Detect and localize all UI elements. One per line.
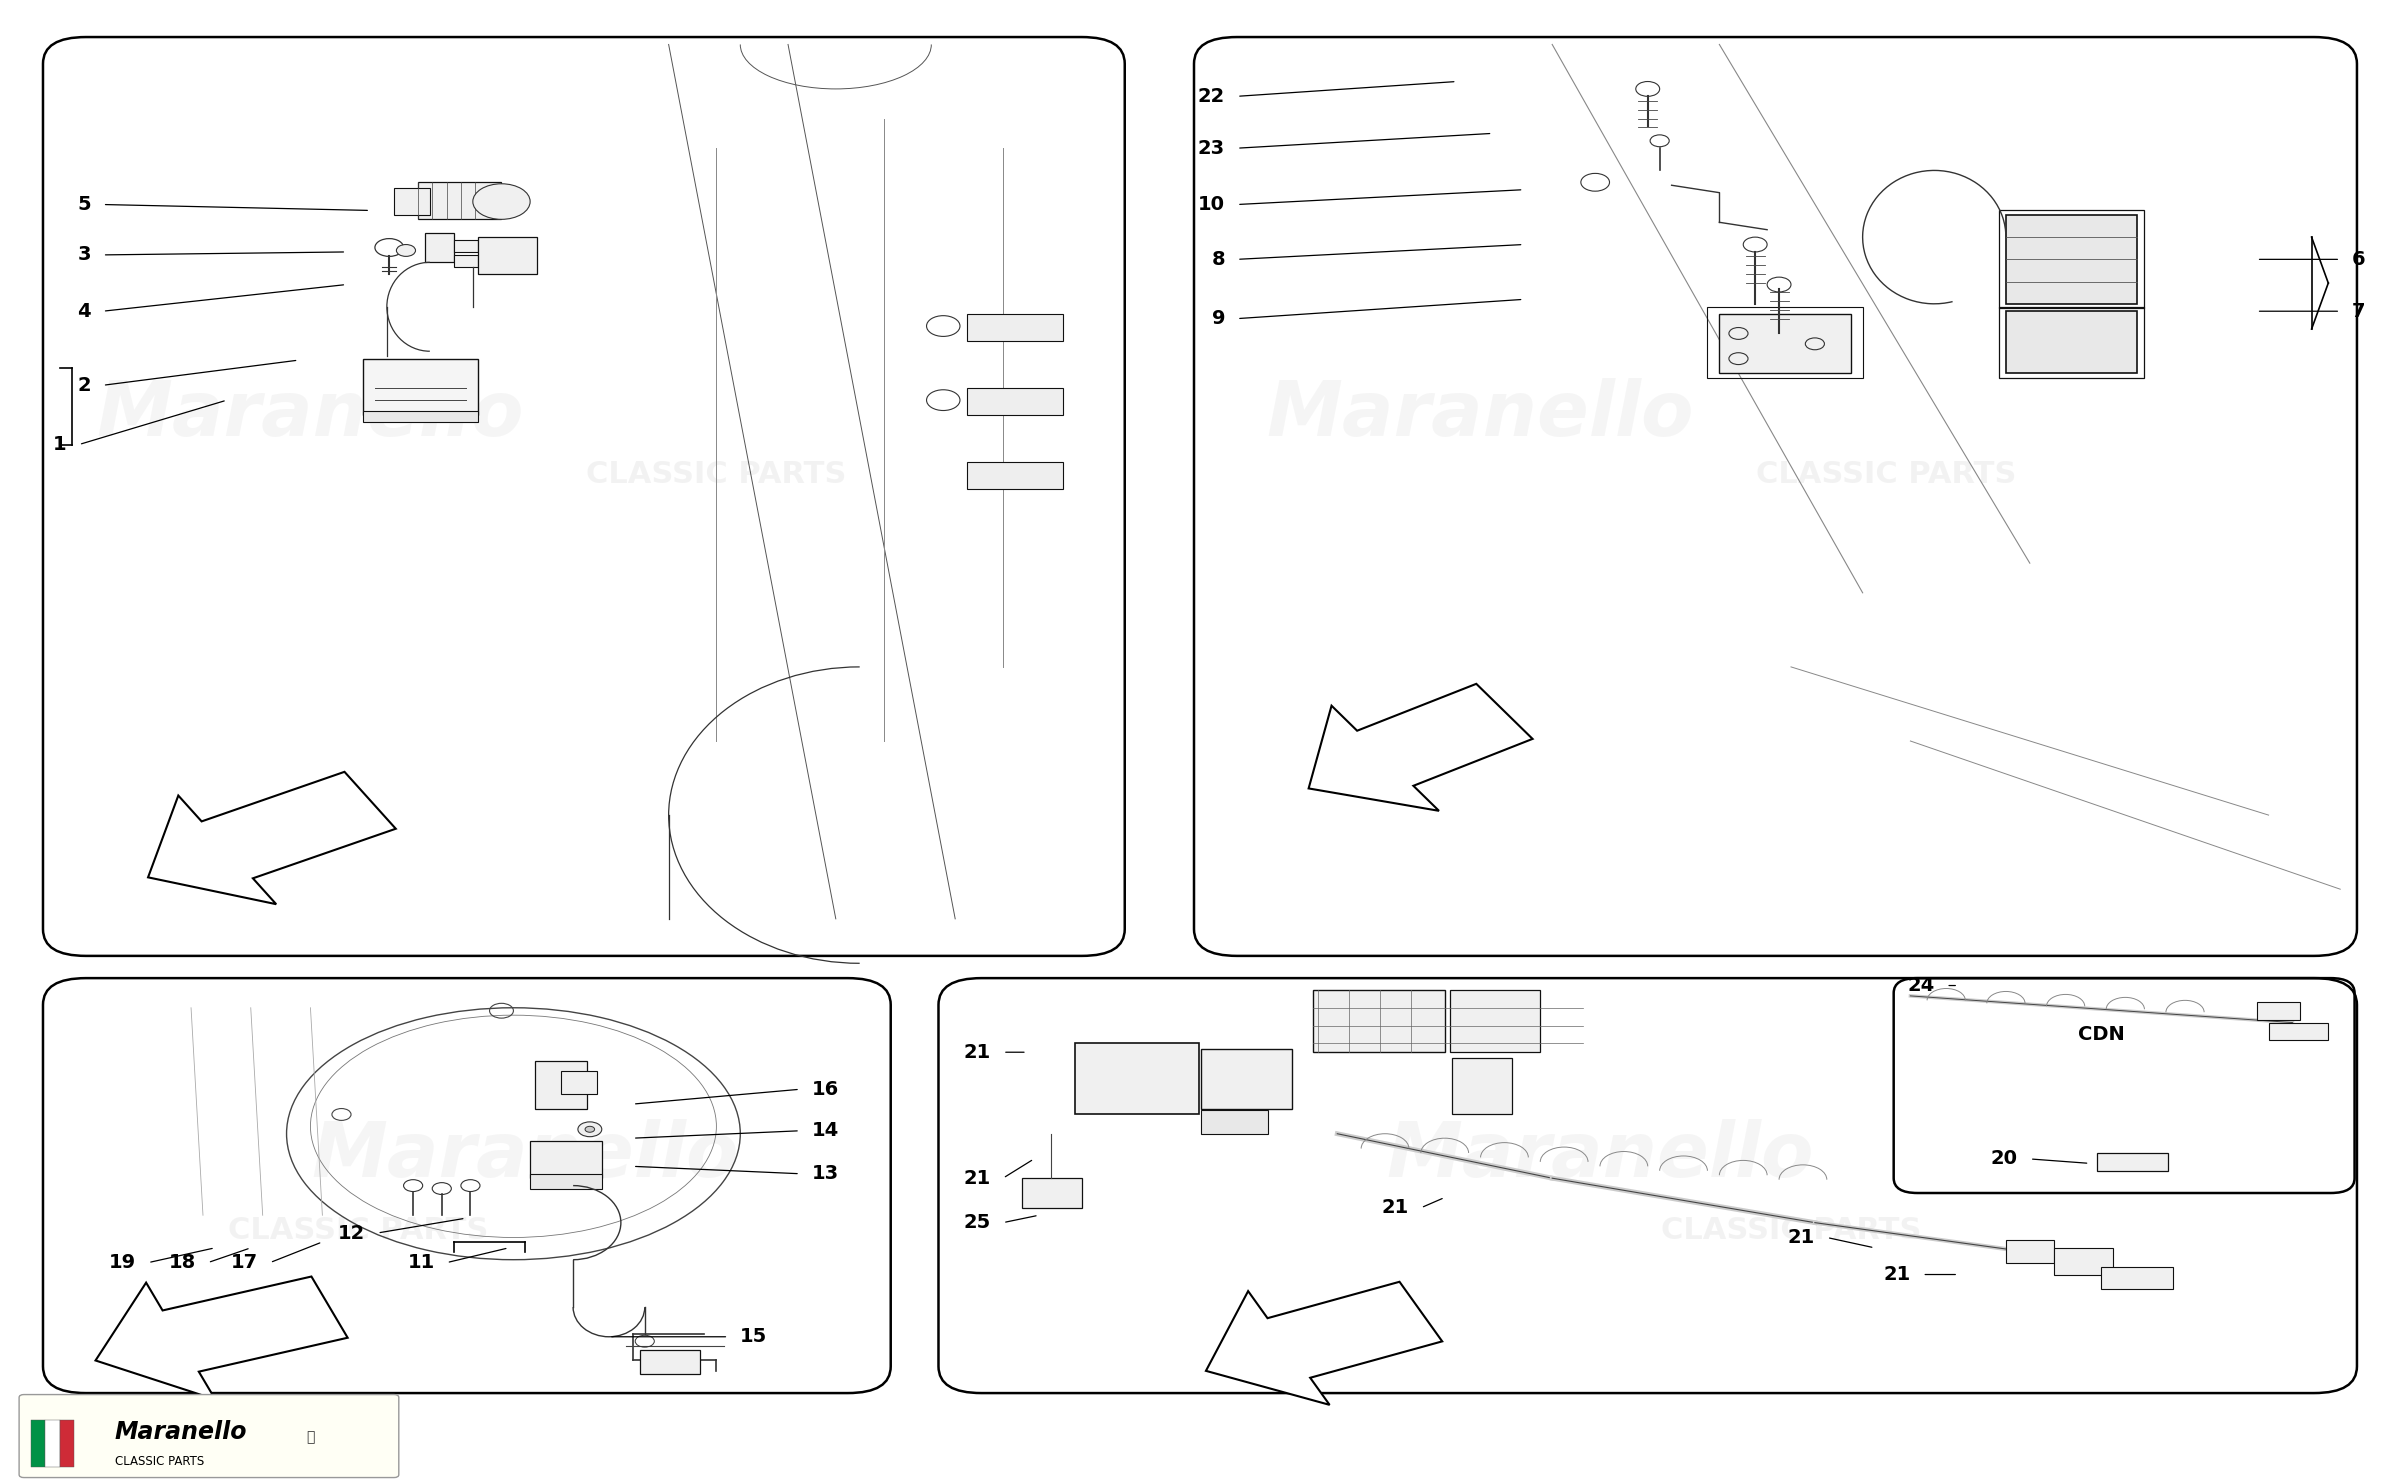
Polygon shape: [148, 772, 396, 904]
Text: 9: 9: [1211, 310, 1225, 328]
Bar: [535, 1061, 587, 1109]
Bar: [1999, 210, 2144, 308]
Bar: [1450, 990, 1540, 1052]
Text: 10: 10: [1199, 196, 1225, 213]
Text: CLASSIC PARTS: CLASSIC PARTS: [1755, 459, 2018, 489]
Bar: [2006, 215, 2137, 304]
Circle shape: [396, 245, 416, 256]
Text: 6: 6: [2352, 250, 2367, 268]
Text: CLASSIC PARTS: CLASSIC PARTS: [227, 1215, 490, 1245]
Bar: [640, 1350, 700, 1374]
Bar: [454, 255, 478, 267]
Text: Maranello: Maranello: [96, 378, 525, 452]
Bar: [31, 1420, 45, 1467]
Text: 5: 5: [76, 196, 91, 213]
Bar: [478, 237, 537, 274]
Text: 21: 21: [1884, 1266, 1910, 1283]
Circle shape: [473, 184, 530, 219]
Text: 12: 12: [339, 1224, 365, 1242]
Text: 3: 3: [76, 246, 91, 264]
Text: 17: 17: [232, 1254, 258, 1272]
Text: 16: 16: [812, 1080, 838, 1098]
Circle shape: [578, 1122, 602, 1137]
Bar: [454, 240, 478, 252]
Circle shape: [585, 1126, 595, 1132]
Bar: [1707, 307, 1863, 378]
Bar: [1999, 307, 2144, 378]
Bar: [2257, 1002, 2300, 1020]
Text: 22: 22: [1199, 87, 1225, 105]
Bar: [530, 1174, 602, 1189]
Text: CLASSIC PARTS: CLASSIC PARTS: [1660, 1215, 1922, 1245]
Bar: [363, 411, 478, 422]
Bar: [1022, 1178, 1082, 1208]
Text: Maranello: Maranello: [310, 1119, 740, 1193]
Bar: [1201, 1049, 1292, 1109]
Bar: [1719, 314, 1851, 373]
Bar: [1201, 1110, 1268, 1134]
Text: 2: 2: [76, 376, 91, 394]
Bar: [1452, 1058, 1512, 1114]
Text: 15: 15: [740, 1328, 767, 1346]
Text: 21: 21: [965, 1043, 991, 1061]
Bar: [2101, 1267, 2173, 1289]
Bar: [45, 1420, 60, 1467]
Bar: [530, 1141, 602, 1178]
Bar: [2006, 311, 2137, 373]
Text: Maranello: Maranello: [1385, 1119, 1815, 1193]
FancyBboxPatch shape: [19, 1395, 399, 1478]
Text: 1: 1: [53, 436, 67, 453]
Bar: [60, 1420, 74, 1467]
Text: 13: 13: [812, 1165, 838, 1183]
Text: 20: 20: [1992, 1150, 2018, 1168]
Bar: [2054, 1248, 2113, 1275]
Bar: [363, 359, 478, 415]
Text: 4: 4: [76, 302, 91, 320]
Text: 21: 21: [1383, 1199, 1409, 1217]
Text: 𝔐: 𝔐: [306, 1430, 315, 1445]
Bar: [967, 388, 1063, 415]
Text: 19: 19: [110, 1254, 136, 1272]
Text: 21: 21: [1789, 1229, 1815, 1246]
Text: Maranello: Maranello: [115, 1420, 246, 1443]
Bar: [425, 233, 454, 262]
Text: 11: 11: [408, 1254, 435, 1272]
Bar: [2269, 1023, 2328, 1040]
Bar: [2006, 1240, 2054, 1263]
Bar: [1313, 990, 1445, 1052]
Text: 18: 18: [170, 1254, 196, 1272]
Text: 21: 21: [965, 1169, 991, 1187]
Polygon shape: [96, 1276, 349, 1399]
Text: 25: 25: [965, 1214, 991, 1232]
Text: 7: 7: [2352, 302, 2367, 320]
Text: 14: 14: [812, 1122, 838, 1140]
Polygon shape: [1309, 683, 1533, 811]
Text: CLASSIC PARTS: CLASSIC PARTS: [585, 459, 848, 489]
Bar: [967, 462, 1063, 489]
Bar: [394, 188, 430, 215]
Bar: [561, 1071, 597, 1094]
Text: Maranello: Maranello: [1266, 378, 1695, 452]
Bar: [967, 314, 1063, 341]
Text: CDN: CDN: [2078, 1026, 2125, 1043]
Circle shape: [272, 1414, 349, 1461]
Text: CLASSIC PARTS: CLASSIC PARTS: [115, 1455, 203, 1467]
Bar: [1075, 1043, 1199, 1114]
Polygon shape: [1206, 1282, 1442, 1405]
Bar: [418, 182, 501, 219]
Text: 23: 23: [1199, 139, 1225, 157]
Text: 24: 24: [1908, 977, 1934, 994]
Text: 8: 8: [1211, 250, 1225, 268]
Bar: [2097, 1153, 2168, 1171]
